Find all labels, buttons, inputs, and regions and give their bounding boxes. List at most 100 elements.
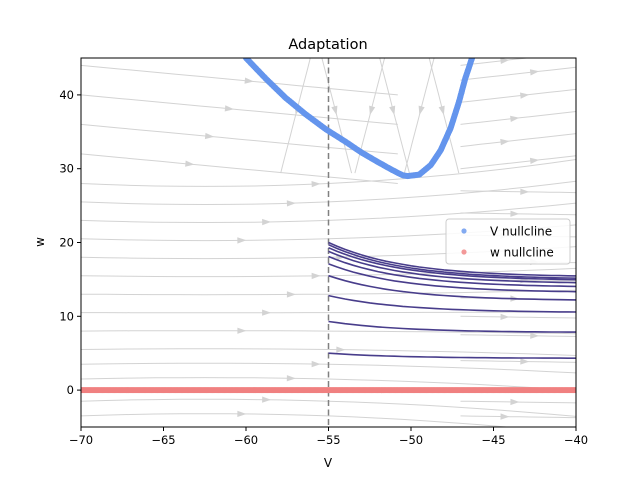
streamline [81,377,576,391]
streamline-arrow [520,358,530,365]
streamline-arrow [500,138,510,146]
streamline [460,315,576,319]
streamline [81,153,398,184]
streamline [460,415,576,419]
streamline [460,58,531,66]
y-tick-label: 10 [59,309,74,323]
chart-title: Adaptation [288,37,367,53]
trajectory-line [328,246,576,281]
streamline-arrow [336,346,346,353]
streamline [460,400,576,404]
streamline-arrow [510,398,520,406]
streamline-arrow [224,105,234,112]
streamline [81,348,576,356]
chart-legend: V nullcline w nullcline [445,218,571,265]
streamline-arrow [262,309,272,316]
y-tick-label: 30 [59,162,74,176]
streamline-arrow [389,105,396,116]
streamline [460,133,576,148]
x-tick-label: −65 [151,433,175,447]
streamline [460,88,576,103]
streamline-arrow [520,188,530,195]
streamline-arrow [311,181,321,188]
streamline [460,66,576,81]
w-nullcline-point [573,387,576,394]
trajectory-line [328,274,576,301]
legend-label-v-nullcline: V nullcline [490,225,552,239]
plot-area [81,58,576,427]
streamline [403,58,435,174]
y-tick-label: 20 [59,236,74,250]
streamline [81,330,576,335]
trajectory-line [328,263,576,293]
streamline-arrow [530,332,540,339]
legend-box [445,218,571,265]
streamline-arrow [510,115,520,122]
x-tick-label: −70 [69,433,93,447]
streamline-arrow [311,272,321,280]
streamline-arrow [500,313,510,320]
streamline [379,58,410,174]
streamline-arrow [500,58,510,64]
streamline [81,289,576,296]
y-tick-label: 0 [67,383,74,397]
streamline [280,58,311,174]
streamline-arrow [262,218,272,226]
streamline-arrow [244,77,254,84]
streamline-arrow [510,210,520,217]
v-nullcline-point [469,58,476,61]
y-axis-ticks: 0 10 20 30 40 [59,88,81,397]
streamline [460,110,576,125]
nullcline-group [81,58,576,394]
streamline [81,413,512,427]
streamline [460,334,576,337]
trajectory-line [328,250,576,284]
streamline-arrow [237,237,247,244]
streamline [321,58,353,174]
streamline-arrow [237,410,247,417]
legend-marker-w-nullcline [461,249,467,255]
streamline [460,190,576,194]
legend-label-w-nullcline: w nullcline [490,246,554,260]
x-tick-label: −55 [316,433,340,447]
x-axis-label: V [324,456,333,470]
streamline [81,64,398,96]
streamline-arrow [185,160,195,167]
x-tick-label: −60 [234,433,258,447]
streamline-arrow [331,105,338,116]
streamline-arrow [438,105,445,116]
trajectory-line [328,241,576,277]
y-tick-label: 40 [59,88,74,102]
streamline [460,360,576,363]
trajectory-line [328,352,576,359]
streamline-arrow [500,413,510,420]
streamline [81,311,576,314]
y-axis-label: w [33,237,47,247]
streamline [460,212,576,216]
streamline-arrow [286,200,296,207]
legend-marker-v-nullcline [461,228,467,234]
streamline-arrow [204,132,215,140]
streamline-arrow [262,396,272,403]
streamline-arrow [369,105,376,116]
streamline-arrow [520,92,530,99]
streamline-arrow [418,105,425,116]
x-tick-label: −50 [399,433,423,447]
streamline-arrow [286,291,296,298]
streamline-arrow [529,157,540,164]
x-tick-label: −40 [564,433,588,447]
x-tick-label: −45 [481,433,505,447]
trajectory-line [328,294,576,313]
x-axis-ticks: −70 −65 −60 −55 −50 −45 −40 [69,427,588,447]
streamline-arrow [529,69,540,76]
streamline [81,94,398,125]
trajectory-line [328,320,576,333]
streamline-arrow [286,375,296,382]
streamline-arrow [311,360,321,368]
trajectory-line [328,255,576,288]
streamline-arrow [237,327,247,334]
trajectory-line [328,243,576,279]
streamline [428,58,460,174]
streamline [460,155,576,170]
